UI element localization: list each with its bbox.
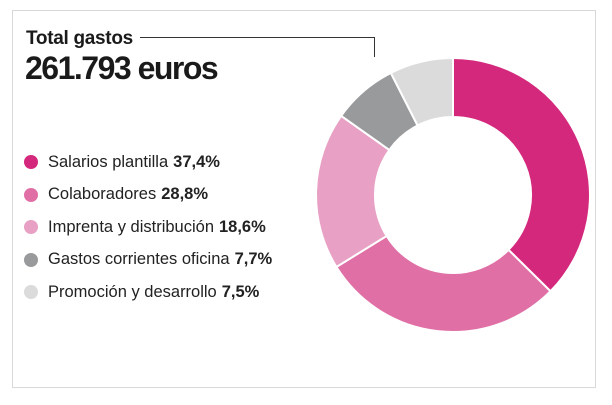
legend-label: Salarios plantilla — [48, 152, 169, 171]
legend-label: Promoción y desarrollo — [48, 282, 217, 301]
legend-label: Colaboradores — [48, 185, 157, 204]
donut-slice — [335, 234, 552, 333]
legend-item: Gastos corrientes oficina 7,7% — [24, 244, 272, 277]
legend-item: Imprenta y distribución 18,6% — [24, 211, 272, 244]
legend: Salarios plantilla 37,4% Colaboradores 2… — [24, 146, 272, 309]
leader-line — [140, 37, 375, 57]
legend-percent: 18,6% — [219, 217, 266, 236]
donut-slice — [389, 56, 454, 127]
donut-chart — [315, 56, 591, 333]
legend-percent: 28,8% — [161, 185, 209, 204]
legend-swatch — [24, 220, 38, 235]
legend-percent: 7,7% — [234, 250, 273, 269]
legend-item: Salarios plantilla 37,4% — [24, 146, 272, 179]
legend-label: Gastos corrientes oficina — [48, 250, 230, 269]
total-amount: 261.793 euros — [25, 50, 219, 86]
legend-label: Imprenta y distribución — [48, 217, 214, 236]
legend-percent: 37,4% — [173, 152, 220, 171]
legend-item: Promoción y desarrollo 7,5% — [24, 276, 272, 309]
legend-swatch — [24, 155, 38, 170]
legend-swatch — [24, 285, 38, 300]
legend-swatch — [24, 252, 38, 267]
legend-percent: 7,5% — [221, 282, 260, 301]
donut-slice — [452, 56, 591, 293]
chart-title: Total gastos — [26, 28, 133, 49]
legend-swatch — [24, 187, 38, 202]
legend-item: Colaboradores 28,8% — [24, 179, 272, 212]
